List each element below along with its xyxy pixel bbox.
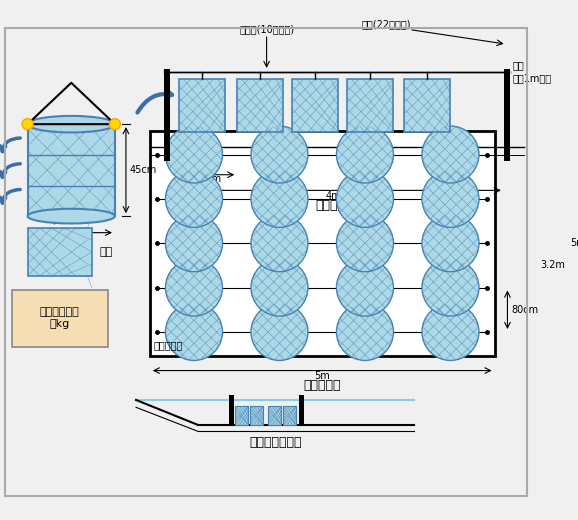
Bar: [229, 395, 235, 425]
Circle shape: [336, 126, 394, 183]
Text: 作業エリア: 作業エリア: [154, 340, 183, 350]
Circle shape: [251, 259, 308, 316]
Text: 45cm: 45cm: [129, 165, 157, 175]
Bar: [299, 395, 304, 425]
Text: 5m: 5m: [314, 371, 330, 381]
Bar: [150, 131, 495, 356]
Bar: [235, 407, 248, 425]
Circle shape: [422, 304, 479, 360]
Circle shape: [109, 119, 120, 129]
Bar: [179, 79, 225, 133]
Circle shape: [251, 215, 308, 272]
Circle shape: [251, 126, 308, 183]
Bar: [283, 407, 296, 425]
Circle shape: [22, 119, 33, 129]
Text: 網袋: 網袋: [99, 247, 113, 257]
Bar: [292, 79, 338, 133]
Bar: [28, 124, 115, 216]
Circle shape: [165, 304, 223, 360]
Text: 80cm: 80cm: [511, 305, 538, 315]
Circle shape: [165, 259, 223, 316]
Text: （平面図）: （平面図）: [303, 379, 341, 392]
Circle shape: [165, 215, 223, 272]
Circle shape: [422, 259, 479, 316]
Text: ロープ(10ミリ径): ロープ(10ミリ径): [239, 24, 294, 34]
Bar: [268, 407, 281, 425]
Ellipse shape: [28, 116, 115, 133]
Text: （設置断面図）: （設置断面図）: [250, 436, 302, 449]
Circle shape: [165, 171, 223, 227]
Bar: [28, 228, 92, 276]
Circle shape: [251, 171, 308, 227]
Text: （立面図）: （立面図）: [315, 199, 353, 212]
Text: 水深1m程度: 水深1m程度: [513, 74, 552, 84]
FancyBboxPatch shape: [12, 290, 108, 347]
Text: 水面: 水面: [513, 60, 525, 70]
Circle shape: [336, 259, 394, 316]
Circle shape: [336, 171, 394, 227]
Bar: [347, 79, 394, 133]
Bar: [250, 407, 263, 425]
Text: ヤマトシジミ
２kg: ヤマトシジミ ２kg: [40, 307, 80, 329]
Bar: [237, 79, 283, 133]
Text: 50cm: 50cm: [58, 232, 85, 242]
Text: 鋼管(22ミリ径): 鋼管(22ミリ径): [361, 20, 411, 30]
Circle shape: [422, 171, 479, 227]
Ellipse shape: [28, 209, 115, 224]
Circle shape: [251, 304, 308, 360]
Circle shape: [336, 215, 394, 272]
Text: 3.2m: 3.2m: [540, 261, 565, 270]
Bar: [504, 69, 510, 161]
Bar: [405, 79, 450, 133]
Circle shape: [165, 126, 223, 183]
Circle shape: [422, 126, 479, 183]
Text: 4m: 4m: [326, 191, 342, 201]
Text: 80cm: 80cm: [195, 174, 222, 184]
Circle shape: [422, 215, 479, 272]
Text: 5m: 5m: [570, 238, 578, 248]
Bar: [164, 69, 170, 161]
Circle shape: [336, 304, 394, 360]
